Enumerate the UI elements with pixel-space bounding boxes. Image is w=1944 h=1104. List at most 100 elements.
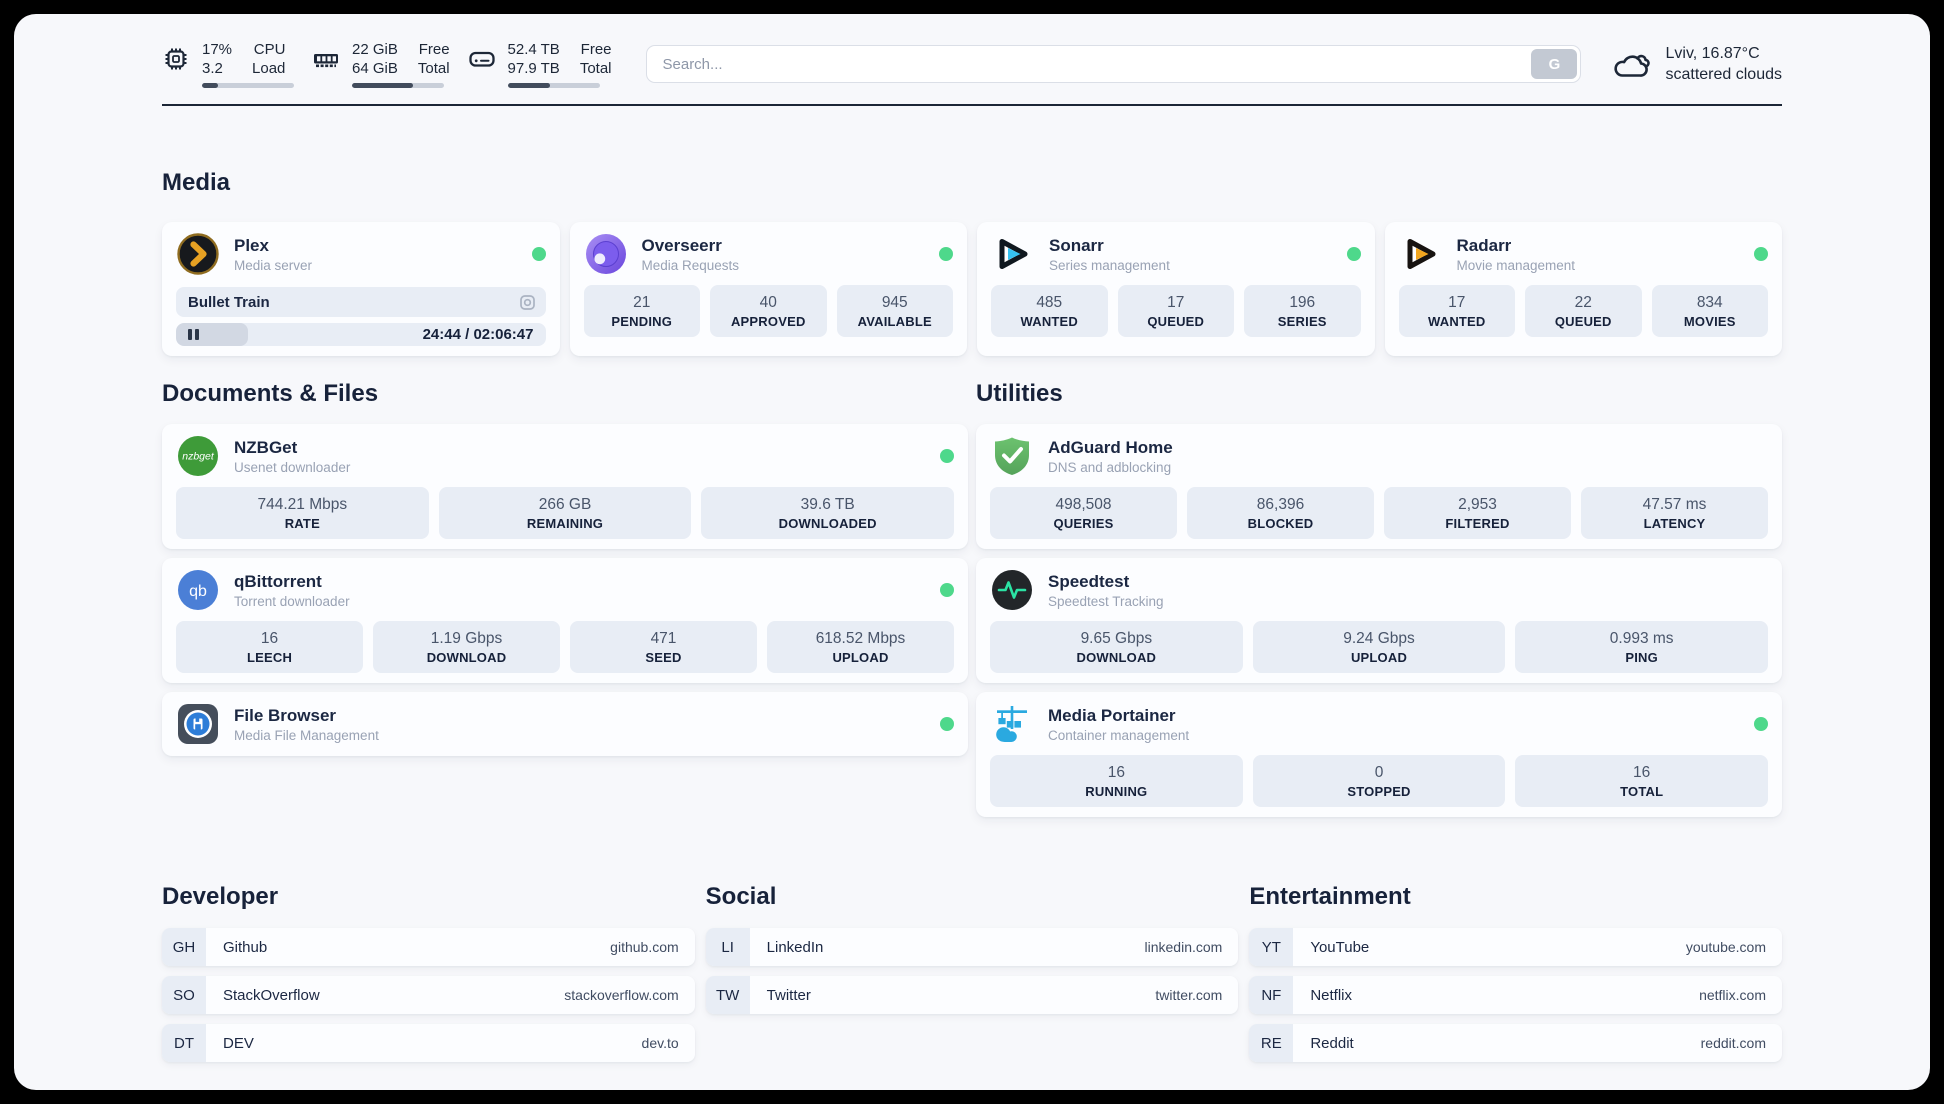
search-input[interactable] [645,45,1582,83]
stat-label: DOWNLOAD [426,650,507,665]
app-card-adguard[interactable]: AdGuard Home DNS and adblocking 498,508 … [976,424,1782,549]
bookmark-dev[interactable]: DT DEV dev.to [162,1024,695,1062]
plex-now-playing-row: Bullet Train [176,287,546,317]
stat-value: 39.6 TB [800,496,855,513]
stat-label: TOTAL [1620,784,1664,799]
bookmark-name: Netflix [1310,986,1353,1004]
bookmark-netflix[interactable]: NF Netflix netflix.com [1249,976,1782,1014]
filebrowser-icon [176,702,220,746]
plex-player-progress: 24:44 / 02:06:47 [176,323,546,346]
bookmark-reddit[interactable]: RE Reddit reddit.com [1249,1024,1782,1062]
app-title: qBittorrent [234,571,322,591]
plex-icon [176,232,220,276]
stat-value: 16 [1107,764,1125,781]
stat-box: 16 LEECH [176,621,363,673]
stat-label: PENDING [611,314,673,329]
disk-icon [468,45,496,73]
app-card-overseerr[interactable]: Overseerr Media Requests 21 PENDING 40 A… [569,222,967,356]
app-card-speedtest[interactable]: Speedtest Speedtest Tracking 9.65 Gbps D… [976,558,1782,683]
stat-value: 2,953 [1458,496,1497,513]
bookmark-url: linkedin.com [1144,939,1223,955]
status-online-dot [1346,247,1361,261]
stat-value: 945 [881,294,908,311]
documents-column: Documents & Files nzbget NZBGet Usenet d [162,379,968,826]
app-card-sonarr[interactable]: Sonarr Series management 485 WANTED 17 Q… [977,222,1375,356]
cpu-icon [162,45,190,73]
app-title: Overseerr [641,235,722,255]
bookmark-youtube[interactable]: YT YouTube youtube.com [1249,928,1782,966]
bookmark-linkedin[interactable]: LI LinkedIn linkedin.com [705,928,1239,966]
bookmark-badge: NF [1249,976,1294,1014]
cpu-progress-bar [202,83,294,88]
search-engine-button[interactable]: G [1531,49,1578,79]
bookmark-badge: YT [1249,928,1294,966]
status-online-dot [531,247,546,261]
radarr-icon [1399,232,1443,276]
stat-label: UPLOAD [832,650,889,665]
status-online-dot [940,717,954,731]
stat-box: 196 SERIES [1244,285,1361,337]
disk-stat: 52.4 TB 97.9 TB Free Total [468,40,612,88]
app-subtitle: Media Requests [641,257,740,273]
app-card-filebrowser[interactable]: File Browser Media File Management [162,692,968,756]
bookmark-badge: TW [705,976,750,1014]
stat-label: WANTED [1020,314,1079,329]
developer-column: Developer GH Github github.com SO StackO… [162,882,695,1072]
svg-text:qb: qb [189,583,207,600]
bookmark-stackoverflow[interactable]: SO StackOverflow stackoverflow.com [162,976,695,1014]
bookmark-url: reddit.com [1700,1035,1766,1051]
session-screen-icon[interactable] [519,294,536,311]
stat-value: 17 [1167,294,1185,311]
cloud-icon [1611,47,1651,81]
bookmark-twitter[interactable]: TW Twitter twitter.com [705,976,1239,1014]
app-subtitle: Usenet downloader [234,459,351,475]
stat-box: 266 GB REMAINING [438,487,692,539]
stat-box: 47.57 ms LATENCY [1581,487,1768,539]
pause-button[interactable] [188,329,199,340]
bookmark-github[interactable]: GH Github github.com [162,928,695,966]
app-card-portainer[interactable]: Media Portainer Container management 16 … [976,692,1782,817]
disk-progress-bar [507,83,600,88]
stat-box: 21 PENDING [583,285,700,337]
stat-box: 16 RUNNING [990,755,1243,807]
weather-condition: scattered clouds [1665,66,1782,83]
speedtest-icon [990,568,1034,612]
app-card-plex[interactable]: Plex Media server Bullet Train [162,222,560,356]
header-divider [162,104,1782,106]
stat-box: 618.52 Mbps UPLOAD [767,621,954,673]
stat-label: DOWNLOAD [1076,650,1157,665]
stat-box: 945 AVAILABLE [836,285,953,337]
portainer-icon [990,702,1034,746]
app-title: AdGuard Home [1048,437,1173,457]
stat-value: 744.21 Mbps [257,496,348,513]
stat-value: 618.52 Mbps [815,630,906,647]
bookmark-name: Twitter [766,986,811,1004]
search-bar: G [645,45,1582,83]
cpu-value-percent: 17% [202,41,233,58]
section-title-developer: Developer [162,883,279,910]
bookmark-badge: RE [1249,1024,1294,1062]
media-cards-row: Plex Media server Bullet Train [162,222,1782,356]
app-title: Radarr [1456,235,1512,255]
bookmark-name: DEV [223,1034,254,1052]
app-card-qbittorrent[interactable]: qb qBittorrent Torrent downloader 16 LEE… [162,558,968,683]
disk-progress-fill [507,83,550,88]
entertainment-column: Entertainment YT YouTube youtube.com NF … [1249,882,1782,1072]
stat-label: QUERIES [1053,516,1114,531]
overseerr-icon [584,232,628,276]
app-subtitle: Movie management [1456,257,1576,273]
weather-widget: Lviv, 16.87°C scattered clouds [1611,43,1782,85]
bookmark-name: Reddit [1310,1034,1354,1052]
stat-label: APPROVED [730,314,806,329]
plex-time-display: 24:44 / 02:06:47 [422,326,534,343]
weather-headline: Lviv, 16.87°C [1665,45,1760,62]
bookmark-badge: DT [162,1024,206,1062]
section-title-utilities: Utilities [976,380,1063,407]
app-subtitle: Series management [1049,257,1170,273]
stat-value: 1.19 Gbps [430,630,503,647]
status-online-dot [940,449,954,463]
bookmark-badge: GH [162,928,206,966]
memory-progress-bar [352,83,444,88]
app-card-nzbget[interactable]: nzbget NZBGet Usenet downloader 744.21 M… [162,424,968,549]
app-card-radarr[interactable]: Radarr Movie management 17 WANTED 22 QUE… [1384,222,1782,356]
